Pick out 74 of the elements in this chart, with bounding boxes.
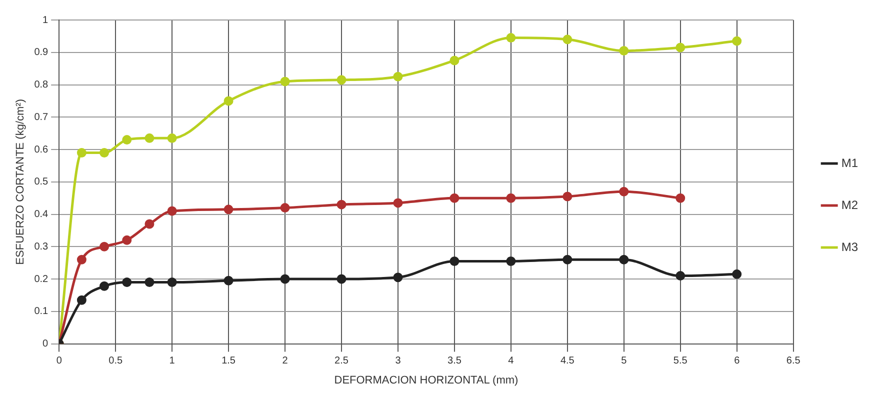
x-tick-label: 5.5 [673, 356, 688, 367]
point [280, 203, 290, 213]
point [619, 46, 629, 56]
point [506, 33, 516, 43]
point [122, 278, 132, 288]
point [280, 76, 290, 86]
point [167, 278, 177, 288]
point [619, 254, 629, 264]
y-tick-label: 0.4 [34, 209, 49, 220]
point [224, 204, 234, 214]
x-tick-label: 3.5 [448, 356, 462, 367]
y-tick-label: 0.2 [34, 274, 49, 285]
point [450, 256, 460, 266]
point [506, 193, 516, 203]
point [562, 34, 572, 44]
point [732, 36, 742, 46]
point [144, 278, 154, 288]
x-tick-label: 4 [508, 356, 514, 367]
point [76, 254, 86, 264]
legend-label: M1 [841, 156, 858, 170]
y-tick-label: 0.5 [34, 176, 49, 188]
point [562, 254, 572, 264]
point [144, 219, 154, 229]
point [450, 193, 460, 203]
point [562, 192, 572, 202]
x-tick-label: 6 [734, 356, 740, 367]
x-tick-label: 1 [169, 356, 176, 367]
point [167, 206, 177, 216]
point [122, 135, 132, 145]
point [336, 75, 346, 85]
x-tick-label: 3 [395, 356, 402, 367]
legend-label: M3 [841, 240, 858, 254]
point [76, 295, 86, 305]
y-tick-label: 0.6 [34, 144, 49, 156]
x-axis-title: DEFORMACION HORIZONTAL (mm) [334, 374, 518, 386]
point [393, 198, 403, 208]
y-axis-title: ESFUERZO CORTANTE (kg/cm²) [14, 98, 27, 265]
x-tick-label: 2 [282, 356, 288, 367]
point [336, 274, 346, 284]
point [100, 148, 110, 158]
y-tick-label: 0.7 [34, 112, 49, 123]
y-tick-label: 1 [42, 14, 49, 26]
point [450, 56, 460, 66]
y-tick-label: 0 [42, 338, 49, 350]
point [224, 276, 234, 286]
point [336, 200, 346, 210]
point [280, 274, 290, 284]
x-tick-label: 4.5 [560, 356, 575, 367]
point [619, 186, 629, 196]
point [676, 193, 686, 203]
y-tick-label: 0.3 [34, 241, 49, 252]
y-tick-label: 0.1 [34, 306, 49, 318]
point [676, 271, 686, 281]
y-tick-label: 0.8 [34, 80, 49, 91]
point [122, 235, 132, 245]
point [393, 72, 403, 82]
point [506, 256, 516, 266]
x-tick-label: 0 [56, 356, 62, 367]
x-tick-label: 5 [621, 356, 628, 367]
x-tick-label: 1.5 [222, 356, 236, 367]
x-tick-label: 6.5 [786, 356, 801, 367]
point [676, 42, 686, 52]
legend-label: M2 [841, 198, 858, 212]
point [76, 148, 86, 158]
point [144, 133, 154, 143]
point [100, 281, 110, 291]
x-tick-label: 0.5 [108, 356, 123, 367]
x-tick-label: 2.5 [334, 356, 349, 367]
y-tick-label: 0.9 [34, 47, 49, 58]
point [732, 269, 742, 279]
point [224, 96, 234, 106]
point [100, 242, 110, 252]
point [167, 133, 177, 143]
point [393, 272, 403, 282]
